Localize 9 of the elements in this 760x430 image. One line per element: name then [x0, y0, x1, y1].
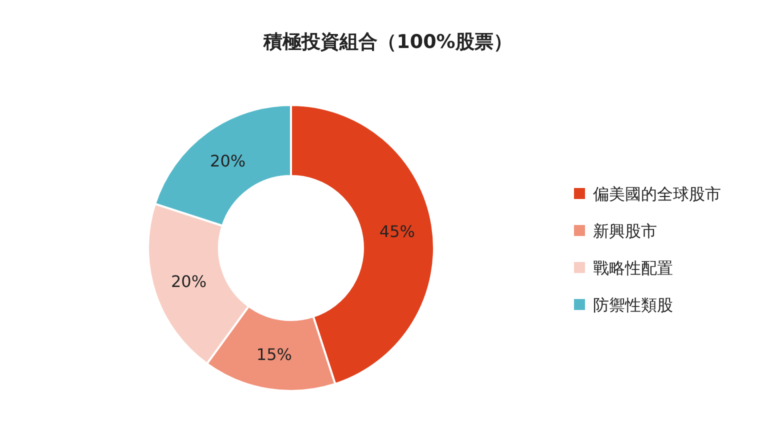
legend-label: 新興股市 [593, 222, 657, 241]
data-label: 20% [210, 152, 246, 171]
legend-label: 偏美國的全球股市 [593, 184, 721, 204]
legend-label: 防禦性類股 [593, 296, 673, 315]
chart-title: 積極投資組合（100%股票） [262, 31, 512, 53]
data-label: 45% [379, 222, 415, 241]
legend-label: 戰略性配置 [593, 258, 673, 278]
data-label: 15% [256, 344, 292, 364]
data-label: 20% [170, 272, 207, 291]
